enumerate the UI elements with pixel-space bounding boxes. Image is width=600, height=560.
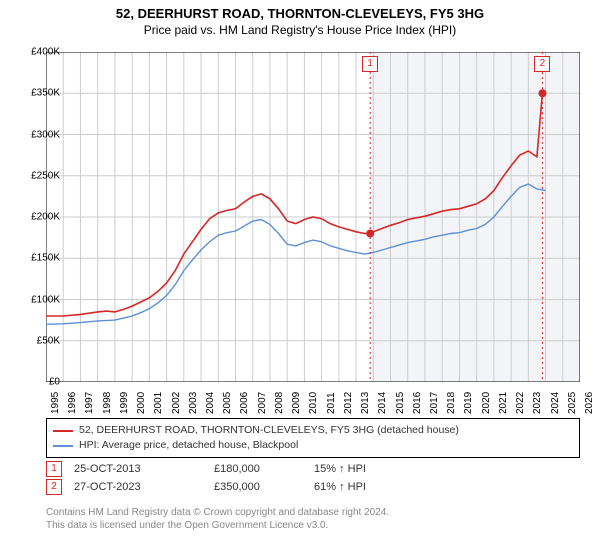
legend-row: 52, DEERHURST ROAD, THORNTON-CLEVELEYS, … (53, 423, 573, 438)
x-tick-label: 1997 (84, 392, 95, 414)
sale-price: £350,000 (214, 481, 314, 493)
y-tick-label: £150K (20, 253, 60, 264)
x-tick-label: 2022 (515, 392, 526, 414)
legend-row: HPI: Average price, detached house, Blac… (53, 438, 573, 453)
x-tick-label: 2013 (360, 392, 371, 414)
y-tick-label: £100K (20, 294, 60, 305)
x-tick-label: 2020 (481, 392, 492, 414)
footer-line1: Contains HM Land Registry data © Crown c… (46, 506, 580, 519)
x-tick-label: 2019 (463, 392, 474, 414)
chart-area (46, 52, 580, 382)
title-main: 52, DEERHURST ROAD, THORNTON-CLEVELEYS, … (0, 6, 600, 21)
legend-label: HPI: Average price, detached house, Blac… (79, 438, 298, 453)
sales-table: 1 25-OCT-2013£180,00015% ↑ HPI 2 27-OCT-202… (46, 460, 580, 496)
title-sub: Price paid vs. HM Land Registry's House … (0, 23, 600, 37)
x-tick-label: 2024 (550, 392, 561, 414)
y-tick-label: £400K (20, 47, 60, 58)
x-tick-label: 2017 (429, 392, 440, 414)
x-tick-label: 1996 (67, 392, 78, 414)
y-tick-label: £300K (20, 129, 60, 140)
sale-delta: 61% ↑ HPI (314, 481, 404, 493)
sale-row: 2 27-OCT-2023£350,00061% ↑ HPI (46, 478, 580, 496)
y-tick-label: £200K (20, 212, 60, 223)
x-tick-label: 2023 (532, 392, 543, 414)
x-tick-label: 2021 (498, 392, 509, 414)
x-tick-label: 2016 (412, 392, 423, 414)
x-tick-label: 2001 (153, 392, 164, 414)
x-tick-label: 2011 (326, 392, 337, 414)
sale-num-badge: 1 (46, 461, 62, 477)
x-tick-label: 2000 (136, 392, 147, 414)
sale-marker-badge: 1 (362, 56, 378, 72)
x-tick-label: 2010 (308, 392, 319, 414)
x-tick-label: 2009 (291, 392, 302, 414)
x-tick-label: 2003 (188, 392, 199, 414)
x-tick-label: 2026 (584, 392, 595, 414)
x-tick-label: 2002 (171, 392, 182, 414)
x-tick-label: 2004 (205, 392, 216, 414)
x-tick-label: 2008 (274, 392, 285, 414)
footer: Contains HM Land Registry data © Crown c… (46, 506, 580, 532)
footer-line2: This data is licensed under the Open Gov… (46, 519, 580, 532)
plot-svg (46, 52, 580, 382)
sale-row: 1 25-OCT-2013£180,00015% ↑ HPI (46, 460, 580, 478)
chart-container: 52, DEERHURST ROAD, THORNTON-CLEVELEYS, … (0, 0, 600, 560)
sale-num-badge: 2 (46, 479, 62, 495)
x-tick-label: 1999 (119, 392, 130, 414)
y-tick-label: £250K (20, 170, 60, 181)
y-tick-label: £50K (20, 335, 60, 346)
x-tick-label: 2018 (446, 392, 457, 414)
x-tick-label: 2025 (567, 392, 578, 414)
legend-swatch (53, 445, 73, 447)
sale-marker-badge: 2 (534, 56, 550, 72)
legend-swatch (53, 430, 73, 432)
sale-delta: 15% ↑ HPI (314, 463, 404, 475)
x-tick-label: 2006 (239, 392, 250, 414)
x-tick-label: 2015 (395, 392, 406, 414)
sale-date: 27-OCT-2023 (74, 481, 214, 493)
x-tick-label: 2014 (377, 392, 388, 414)
sale-price: £180,000 (214, 463, 314, 475)
y-tick-label: £0 (20, 377, 60, 388)
legend-label: 52, DEERHURST ROAD, THORNTON-CLEVELEYS, … (79, 423, 459, 438)
x-tick-label: 2007 (257, 392, 268, 414)
x-tick-label: 1995 (50, 392, 61, 414)
x-tick-label: 2012 (343, 392, 354, 414)
sale-date: 25-OCT-2013 (74, 463, 214, 475)
title-block: 52, DEERHURST ROAD, THORNTON-CLEVELEYS, … (0, 0, 600, 37)
x-tick-label: 2005 (222, 392, 233, 414)
y-tick-label: £350K (20, 88, 60, 99)
x-tick-label: 1998 (102, 392, 113, 414)
legend: 52, DEERHURST ROAD, THORNTON-CLEVELEYS, … (46, 418, 580, 458)
